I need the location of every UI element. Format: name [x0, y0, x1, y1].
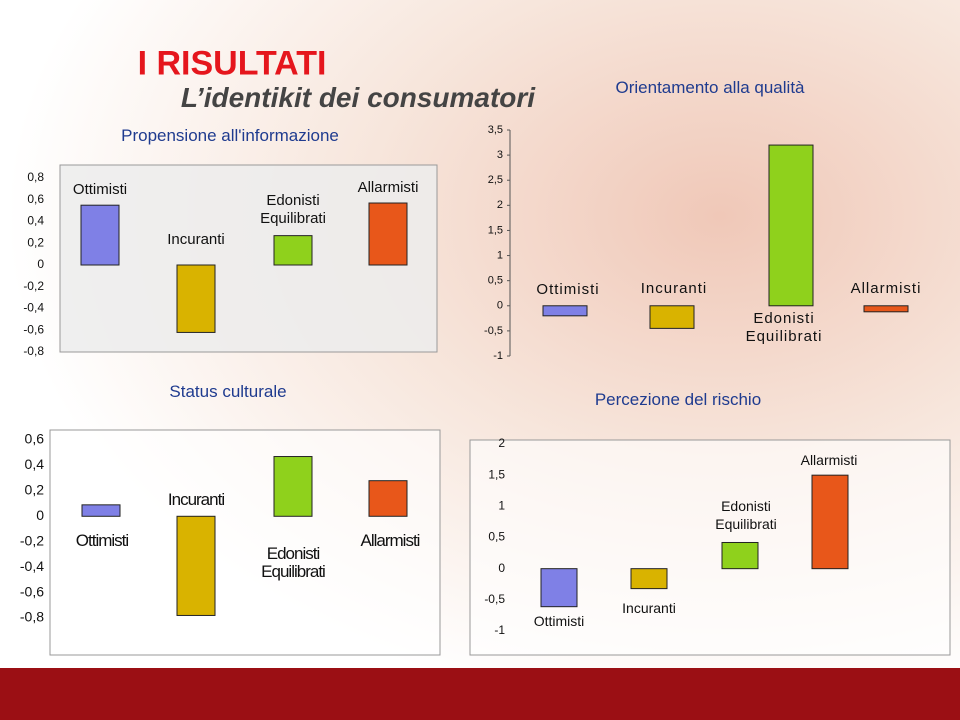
category-label: Edonisti Equilibrati: [715, 498, 777, 532]
y-tick-label: 0,2: [25, 482, 45, 498]
category-label: Ottimisti: [75, 531, 129, 550]
bar: [176, 264, 216, 333]
y-tick-label: 0,6: [27, 192, 44, 206]
y-tick-label: 0: [498, 561, 505, 575]
category-label: Incuranti: [640, 280, 708, 297]
bar: [368, 480, 408, 517]
plot-frame: [49, 429, 441, 656]
category-label: Allarmisti: [357, 179, 419, 196]
y-tick-label: -0,8: [20, 609, 44, 625]
y-tick-label: 3: [497, 149, 503, 161]
category-label: Allarmisti: [850, 280, 922, 297]
y-tick-label: 0,2: [27, 235, 44, 249]
plot-frame: [469, 439, 951, 656]
category-label: Edonisti Equilibrati: [261, 544, 326, 581]
y-tick-label: 0,4: [25, 456, 45, 472]
y-tick-label: 0,5: [488, 530, 505, 544]
bar: [542, 305, 588, 317]
bar: [768, 144, 814, 307]
bar: [368, 202, 408, 266]
category-label: Incuranti: [167, 231, 225, 248]
category-label: Allarmisti: [800, 452, 858, 468]
y-tick-label: 0,6: [25, 431, 45, 447]
y-tick-label: -0,5: [484, 325, 503, 337]
slide-title: I RISULTATI: [137, 44, 327, 83]
y-tick-label: -0,6: [20, 583, 44, 599]
chart-title: Propensione all'informazione: [121, 126, 339, 145]
chart-title: Orientamento alla qualità: [615, 78, 805, 97]
y-tick-label: 0,4: [27, 214, 44, 228]
bar: [176, 515, 216, 616]
chart-title: Status culturale: [169, 382, 287, 401]
y-tick-label: 0: [497, 300, 503, 312]
y-tick-label: -1: [494, 623, 505, 637]
y-tick-label: 0,5: [488, 275, 503, 287]
y-tick-label: -0,2: [23, 279, 44, 293]
category-label: Allarmisti: [360, 531, 421, 550]
bar: [649, 305, 695, 329]
category-label: Ottimisti: [536, 281, 600, 298]
chart-title: Percezione del rischio: [594, 390, 762, 409]
bar: [81, 504, 121, 517]
y-tick-label: 1: [497, 249, 503, 261]
y-tick-label: 0: [36, 507, 44, 523]
y-tick-label: 2,5: [488, 174, 503, 186]
bar: [721, 541, 759, 570]
y-tick-label: -0,6: [23, 322, 44, 336]
y-tick-label: 2: [498, 436, 505, 450]
y-tick-label: -0,5: [484, 592, 505, 606]
y-tick-label: -0,2: [20, 532, 44, 548]
y-tick-label: 1,5: [488, 224, 503, 236]
category-label: Edonisti Equilibrati: [260, 192, 326, 227]
bar: [273, 235, 313, 266]
bar: [630, 568, 668, 590]
bar: [811, 474, 849, 570]
y-tick-label: 1: [498, 499, 505, 513]
y-tick-label: 1,5: [488, 467, 505, 481]
slide-subtitle: L’identikit dei consumatori: [180, 82, 536, 113]
category-label: Incuranti: [167, 490, 225, 509]
bar: [863, 305, 909, 313]
category-label: Incuranti: [622, 600, 676, 616]
category-label: Ottimisti: [72, 181, 128, 198]
footer-band: [0, 668, 960, 720]
y-tick-label: 2: [497, 199, 503, 211]
y-tick-label: 0,8: [27, 170, 44, 184]
y-tick-label: 0: [37, 257, 44, 271]
y-tick-label: 3,5: [488, 124, 503, 136]
y-tick-label: -0,4: [23, 301, 44, 315]
category-label: Edonisti Equilibrati: [745, 310, 823, 345]
bar: [540, 568, 578, 608]
category-label: Ottimisti: [533, 613, 585, 629]
bar: [80, 204, 120, 266]
y-tick-label: -1: [493, 350, 503, 362]
y-tick-label: -0,8: [23, 344, 44, 358]
y-tick-label: -0,4: [20, 558, 44, 574]
bar: [273, 456, 313, 517]
